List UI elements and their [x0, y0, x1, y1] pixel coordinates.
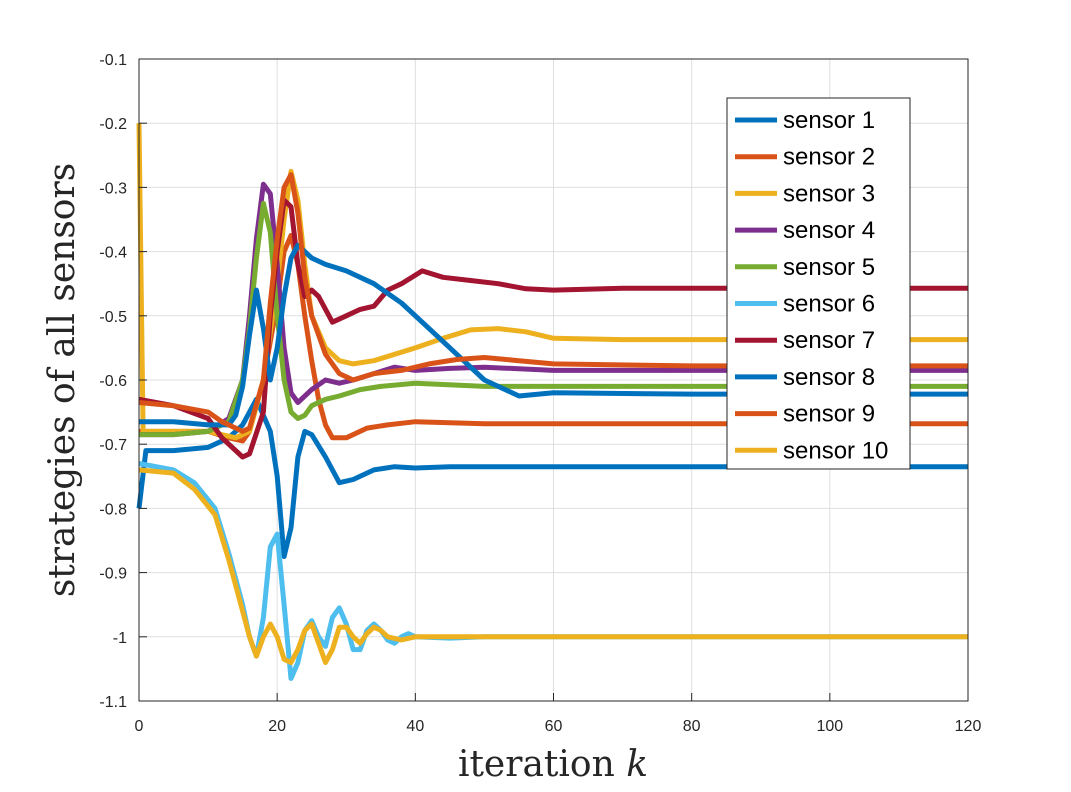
- x-axis-label: iteration k: [458, 744, 648, 785]
- series-line-sensor-9: [138, 172, 968, 434]
- series-line-sensor-8: [139, 242, 968, 428]
- x-tick-label: 100: [816, 718, 843, 735]
- x-tick-label: 60: [545, 718, 563, 735]
- legend-label-sensor-1: sensor 1: [783, 107, 875, 134]
- x-tick-label: 120: [955, 718, 982, 735]
- y-tick-label: -0.4: [99, 245, 127, 262]
- x-axis-label-var: k: [626, 744, 648, 785]
- legend-box: [726, 97, 911, 470]
- legend-label-sensor-7: sensor 7: [783, 327, 875, 354]
- legend-label-sensor-8: sensor 8: [783, 364, 875, 391]
- legend-label-sensor-10: sensor 10: [783, 437, 888, 464]
- legend-label-sensor-6: sensor 6: [783, 291, 875, 318]
- y-tick-label: -0.2: [99, 116, 127, 133]
- y-tick-label: -0.7: [99, 437, 127, 454]
- y-tick-label: -0.3: [99, 180, 127, 197]
- x-tick-label: 0: [135, 718, 144, 735]
- x-tick-label: 80: [683, 718, 701, 735]
- y-tick-label: -0.1: [99, 52, 127, 69]
- x-tick-label: 40: [406, 718, 424, 735]
- series-line-sensor-7: [138, 197, 968, 460]
- legend-label-sensor-3: sensor 3: [783, 180, 875, 207]
- legend-label-sensor-4: sensor 4: [783, 217, 875, 244]
- y-tick-label: -0.6: [99, 373, 127, 390]
- y-axis-label: strategies of all sensors: [42, 163, 83, 597]
- x-tick-label: 20: [268, 718, 286, 735]
- series-lines: [136, 123, 968, 681]
- y-tick-label: -0.5: [99, 309, 127, 326]
- legend-label-sensor-2: sensor 2: [783, 144, 875, 171]
- y-tick-label: -1: [113, 630, 127, 647]
- series-line-sensor-10: [138, 467, 968, 665]
- x-axis-label-text: iteration: [458, 744, 615, 785]
- y-tick-label: -0.8: [99, 501, 127, 518]
- series-line-sensor-2: [139, 233, 968, 444]
- legend-label-sensor-5: sensor 5: [783, 254, 875, 281]
- y-tick-label: -0.9: [99, 566, 127, 583]
- legend-label-sensor-9: sensor 9: [783, 401, 875, 428]
- legend: sensor 1 sensor 2 sensor 3 sensor 4 sensor 5…: [726, 97, 911, 470]
- axis-ticks: 0 20 40 60 80 100 120 -0.1 -0.2 -0.3 -0.4 -0.5 -0.6 -…: [99, 52, 981, 735]
- y-tick-label: -1.1: [99, 694, 127, 711]
